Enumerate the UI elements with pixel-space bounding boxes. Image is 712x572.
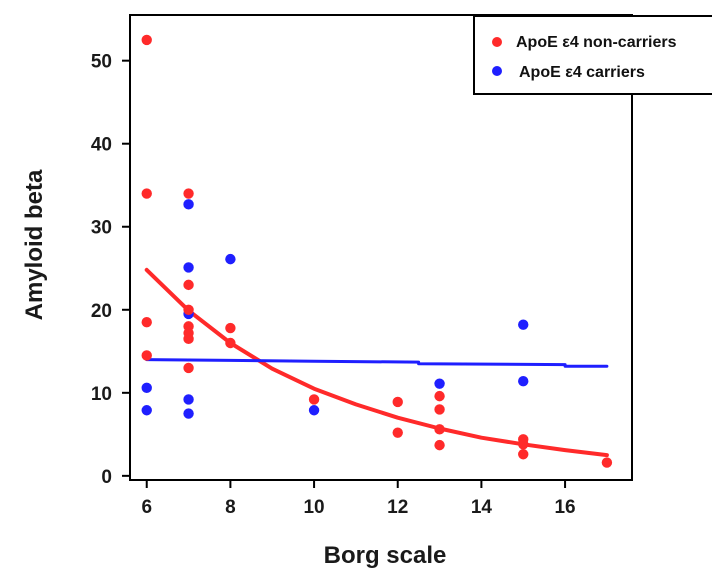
legend: ApoE ε4 non-carriers ApoE ε4 carriers	[473, 15, 712, 95]
point-non-carrier	[392, 396, 403, 408]
point-non-carrier	[141, 317, 152, 328]
point-non-carrier	[518, 449, 529, 460]
point-non-carrier	[392, 427, 403, 438]
y-tick-label: 0	[101, 467, 112, 488]
y-tick-label: 20	[91, 301, 112, 322]
x-tick-label: 16	[554, 497, 575, 518]
legend-marker-carriers	[492, 66, 502, 76]
x-tick-label: 6	[141, 497, 152, 518]
point-non-carrier	[434, 424, 445, 435]
point-non-carrier	[183, 362, 194, 374]
y-axis-ticks: 0 10 20 30 40 50	[91, 52, 130, 488]
legend-label-carriers: ApoE ε4 carriers	[519, 64, 645, 81]
fit-line-carriers	[145, 358, 609, 368]
point-carrier	[518, 375, 529, 387]
fit-lines	[144, 267, 609, 458]
fit-line-non-carriers	[144, 267, 609, 458]
point-carrier	[308, 405, 320, 416]
x-tick-label: 14	[471, 497, 493, 518]
point-carrier	[183, 394, 194, 405]
point-carrier	[141, 382, 152, 394]
point-non-carrier	[183, 279, 194, 291]
point-non-carrier	[434, 439, 445, 451]
x-axis-title: Borg scale	[324, 542, 447, 569]
point-non-carrier	[601, 457, 613, 468]
point-non-carrier	[434, 404, 445, 415]
point-non-carrier	[141, 350, 152, 361]
point-carrier	[434, 378, 445, 389]
point-non-carrier	[225, 322, 236, 334]
y-axis-title: Amyloid beta	[21, 169, 48, 320]
y-tick-label: 50	[91, 52, 112, 73]
point-non-carrier	[141, 34, 152, 46]
point-non-carrier	[434, 390, 445, 402]
point-carrier	[183, 199, 194, 210]
plot-frame	[129, 14, 633, 481]
point-non-carrier	[518, 439, 529, 450]
x-tick-label: 12	[387, 497, 408, 518]
point-non-carrier	[141, 188, 152, 199]
point-carrier	[183, 408, 194, 419]
point-non-carrier	[183, 188, 194, 199]
legend-box	[473, 15, 712, 95]
point-non-carrier	[225, 337, 236, 349]
point-carrier	[183, 262, 194, 273]
legend-label-non-carriers: ApoE ε4 non-carriers	[516, 34, 677, 51]
point-carrier	[141, 405, 152, 416]
y-tick-label: 30	[91, 218, 112, 239]
x-tick-label: 8	[225, 497, 236, 518]
point-non-carrier	[183, 304, 194, 315]
point-carrier	[518, 319, 529, 330]
plot-area-border	[129, 14, 633, 481]
point-non-carrier	[183, 333, 194, 345]
y-tick-label: 40	[91, 135, 112, 156]
x-tick-label: 10	[303, 497, 324, 518]
data-points	[141, 34, 613, 468]
legend-marker-non-carriers	[492, 37, 502, 47]
point-non-carrier	[308, 394, 320, 405]
point-carrier	[225, 253, 236, 265]
y-tick-label: 10	[91, 384, 112, 405]
x-axis-ticks: 6 8 10 12 14 16	[141, 480, 576, 518]
